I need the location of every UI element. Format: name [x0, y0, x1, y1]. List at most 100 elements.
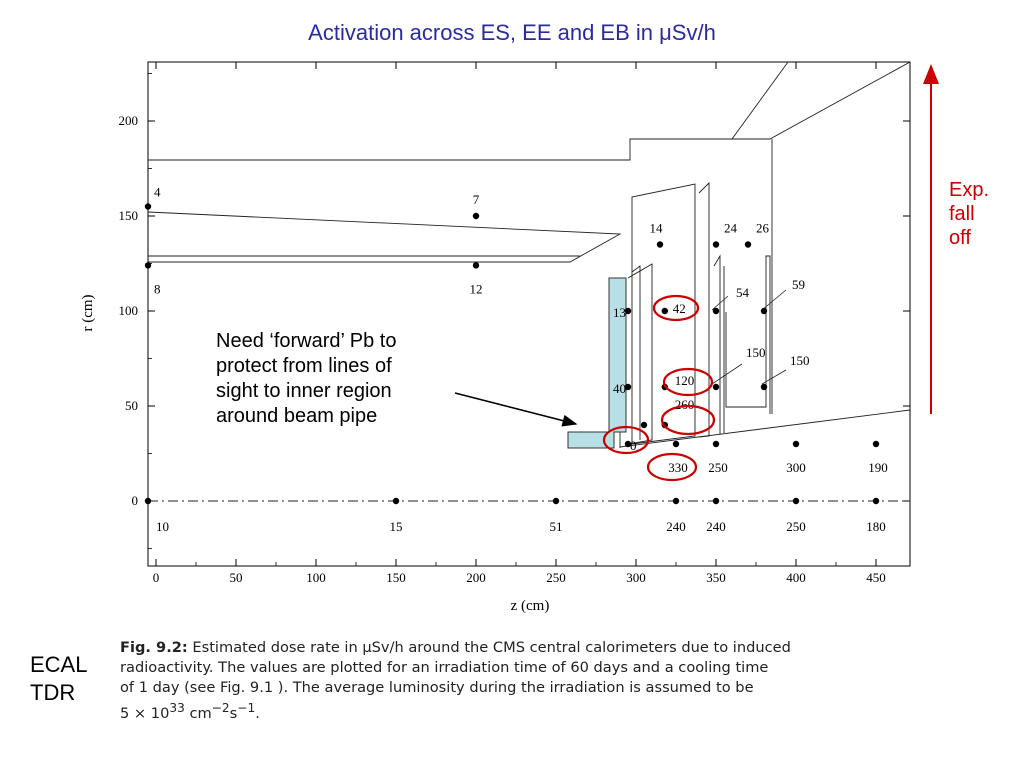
y-tick-label: 200: [119, 113, 139, 128]
dose-point: [144, 497, 152, 505]
dose-rate-figure: 0 50 100 150 200 250 300 350 400 450050100150200 …: [80, 61, 939, 614]
dose-point: [656, 241, 664, 248]
dose-point: [872, 497, 880, 505]
exp-fall-off-word: Exp.: [949, 179, 990, 201]
dose-point: [792, 440, 800, 448]
y-tick-label: 150: [119, 208, 139, 223]
hcal-outline: [725, 255, 771, 414]
dose-point: [392, 497, 400, 505]
endcap-back-plate: [698, 181, 710, 438]
dose-label: 7: [473, 192, 480, 207]
dose-point: [712, 440, 720, 448]
dose-point: [712, 241, 720, 248]
exp-fall-off-label: Exp. fall off: [949, 178, 1019, 250]
figure-caption: Fig. 9.2: Estimated dose rate in μSv/h a…: [120, 638, 900, 724]
highlight-120: [662, 367, 714, 397]
dose-label: 13: [613, 305, 626, 320]
dose-label: 24: [724, 221, 738, 236]
dose-point: [712, 497, 720, 505]
dose-label: 150: [790, 353, 810, 368]
annotation-line: around beam pipe: [216, 405, 378, 427]
dose-label: 260: [675, 397, 695, 412]
formula-part: 5 × 10: [120, 704, 170, 722]
dose-label: 15: [390, 519, 403, 534]
dose-label: 190: [868, 460, 888, 475]
barrel-ecal-upper: [147, 211, 622, 263]
dose-point: [760, 383, 768, 391]
ecal-tdr-label: ECAL TDR: [30, 651, 110, 707]
dose-point: [712, 307, 720, 315]
x-tick-label: 300: [626, 570, 646, 585]
dose-point: [624, 440, 632, 448]
endcap-inner-wall: [631, 265, 641, 440]
dose-label: 54: [736, 285, 750, 300]
annotation-line: Need ‘forward’ Pb to: [216, 330, 397, 352]
formula-part: −2: [211, 701, 230, 715]
dose-point: [472, 212, 480, 220]
dose-label: 10: [156, 519, 169, 534]
slide-title: Activation across ES, EE and EB in μSv/h: [308, 20, 716, 45]
beam-cone-line: [619, 409, 911, 448]
x-tick-label: 150: [386, 570, 406, 585]
label-leaders: [711, 289, 787, 385]
x-tick-label: 100: [306, 570, 326, 585]
highlight-330: [646, 452, 698, 482]
formula-part: 33: [169, 701, 185, 715]
dose-point: [472, 262, 480, 269]
plot-frame: [147, 61, 911, 567]
dose-label: 180: [866, 519, 886, 534]
x-tick-label: 250: [546, 570, 566, 585]
dose-label: 59: [792, 277, 805, 292]
dose-point: [672, 497, 680, 505]
y-axis-title: r (cm): [80, 294, 96, 331]
formula-part: s: [229, 704, 238, 722]
y-tick-label: 50: [125, 398, 138, 413]
caption-line: Fig. 9.2: Estimated dose rate in μSv/h a…: [120, 638, 900, 658]
dose-label: 240: [706, 519, 726, 534]
caption-lead: Fig. 9.2:: [120, 639, 188, 656]
dose-label: 26: [756, 221, 770, 236]
dose-label: 150: [746, 345, 766, 360]
dose-label: 8: [154, 281, 161, 296]
dose-point: [144, 203, 152, 210]
dose-point: [640, 421, 648, 429]
annotation-line: sight to inner region: [216, 380, 392, 402]
dose-label: 40: [613, 381, 626, 396]
dose-label: 12: [470, 281, 483, 296]
dose-label: 330: [668, 460, 688, 475]
dose-point: [552, 497, 560, 505]
dose-label: 240: [666, 519, 686, 534]
dose-label: 250: [708, 460, 728, 475]
dose-label: 51: [550, 519, 563, 534]
dose-label: 250: [786, 519, 806, 534]
highlight-260: [660, 404, 716, 436]
endcap-module-main: [631, 183, 696, 445]
dose-label: 0: [630, 438, 637, 453]
highlight-0: [602, 425, 650, 455]
dose-point: [624, 383, 632, 391]
highlight-42: [652, 294, 700, 322]
dose-label: 42: [673, 301, 686, 316]
dose-point: [792, 497, 800, 505]
dose-point: [872, 440, 880, 448]
dose-point: [712, 383, 720, 391]
x-tick-label: 350: [706, 570, 726, 585]
x-tick-label: 200: [466, 570, 486, 585]
side-label-line: ECAL: [30, 652, 88, 677]
y-tick-label: 100: [119, 303, 139, 318]
formula-part: .: [255, 704, 260, 722]
caption-text: Estimated dose rate in μSv/h around the …: [192, 639, 791, 656]
annotation-line: protect from lines of: [216, 355, 392, 377]
boundary-diagonal-inner: [731, 61, 789, 140]
dose-label: 14: [650, 221, 664, 236]
dose-labels: 4 8 7 12 14 24 26 13 42 54 59 40 120 150 150 260 0 330 250…: [154, 185, 888, 535]
caption-line: radioactivity. The values are plotted fo…: [120, 659, 769, 676]
formula-part: −1: [237, 701, 256, 715]
dose-label: 4: [154, 185, 161, 200]
exp-fall-off-word: fall: [949, 203, 975, 225]
dose-label: 300: [786, 460, 806, 475]
caption-line: of 1 day (see Fig. 9.1 ). The average lu…: [120, 679, 754, 696]
y-tick-label: 0: [132, 493, 139, 508]
dose-points: [144, 203, 880, 505]
